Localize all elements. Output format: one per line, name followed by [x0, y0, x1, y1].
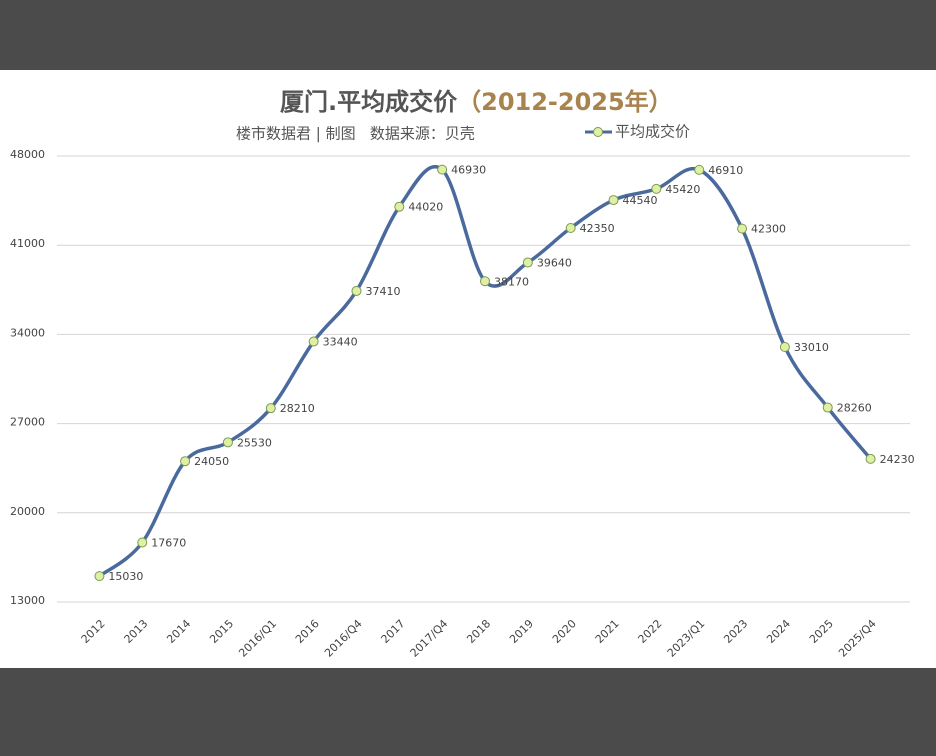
y-tick-label: 41000 — [10, 237, 45, 250]
data-label: 33440 — [323, 336, 358, 349]
marker — [437, 164, 448, 175]
marker — [565, 222, 576, 233]
data-label: 45420 — [665, 183, 700, 196]
data-label: 44020 — [408, 201, 443, 214]
title-years: （2012-2025年） — [457, 88, 673, 116]
chart-title: 厦门.平均成交价（2012-2025年） — [280, 88, 673, 116]
marker — [180, 456, 191, 467]
marker — [94, 571, 105, 582]
data-label: 39640 — [537, 257, 572, 270]
data-label: 17670 — [151, 536, 186, 549]
marker — [308, 336, 319, 347]
title-main: 厦门.平均成交价 — [280, 88, 458, 116]
chart-subtitle: 楼市数据君 | 制图 数据来源：贝壳 — [236, 125, 475, 143]
data-label: 42300 — [751, 223, 786, 236]
data-label: 38170 — [494, 275, 529, 288]
y-tick-label: 34000 — [10, 326, 45, 339]
marker — [222, 437, 233, 448]
data-label: 46910 — [708, 164, 743, 177]
marker — [865, 453, 876, 464]
marker — [265, 403, 276, 414]
legend-label: 平均成交价 — [615, 123, 690, 141]
marker — [737, 223, 748, 234]
data-label: 46930 — [451, 164, 486, 177]
data-label: 28210 — [280, 402, 315, 415]
marker — [694, 164, 705, 175]
top-band — [0, 0, 936, 70]
marker — [522, 257, 533, 268]
y-tick-label: 20000 — [10, 505, 45, 518]
data-label: 44540 — [623, 194, 658, 207]
data-label: 37410 — [365, 285, 400, 298]
data-label: 25530 — [237, 436, 272, 449]
marker — [480, 276, 490, 287]
data-label: 28260 — [837, 402, 872, 415]
marker — [351, 285, 362, 296]
data-label: 33010 — [794, 341, 829, 354]
marker — [822, 402, 833, 413]
chart-panel — [0, 70, 936, 668]
marker — [137, 537, 148, 548]
y-tick-label: 27000 — [10, 416, 45, 429]
data-label: 15030 — [108, 570, 143, 583]
data-label: 24050 — [194, 455, 229, 468]
data-label: 24230 — [880, 453, 915, 466]
marker — [394, 201, 405, 212]
y-tick-label: 13000 — [10, 594, 45, 607]
marker — [779, 342, 790, 353]
legend-marker — [593, 127, 603, 137]
data-label: 42350 — [580, 222, 615, 235]
marker — [651, 183, 662, 194]
y-tick-label: 48000 — [10, 148, 45, 161]
marker — [608, 195, 619, 206]
